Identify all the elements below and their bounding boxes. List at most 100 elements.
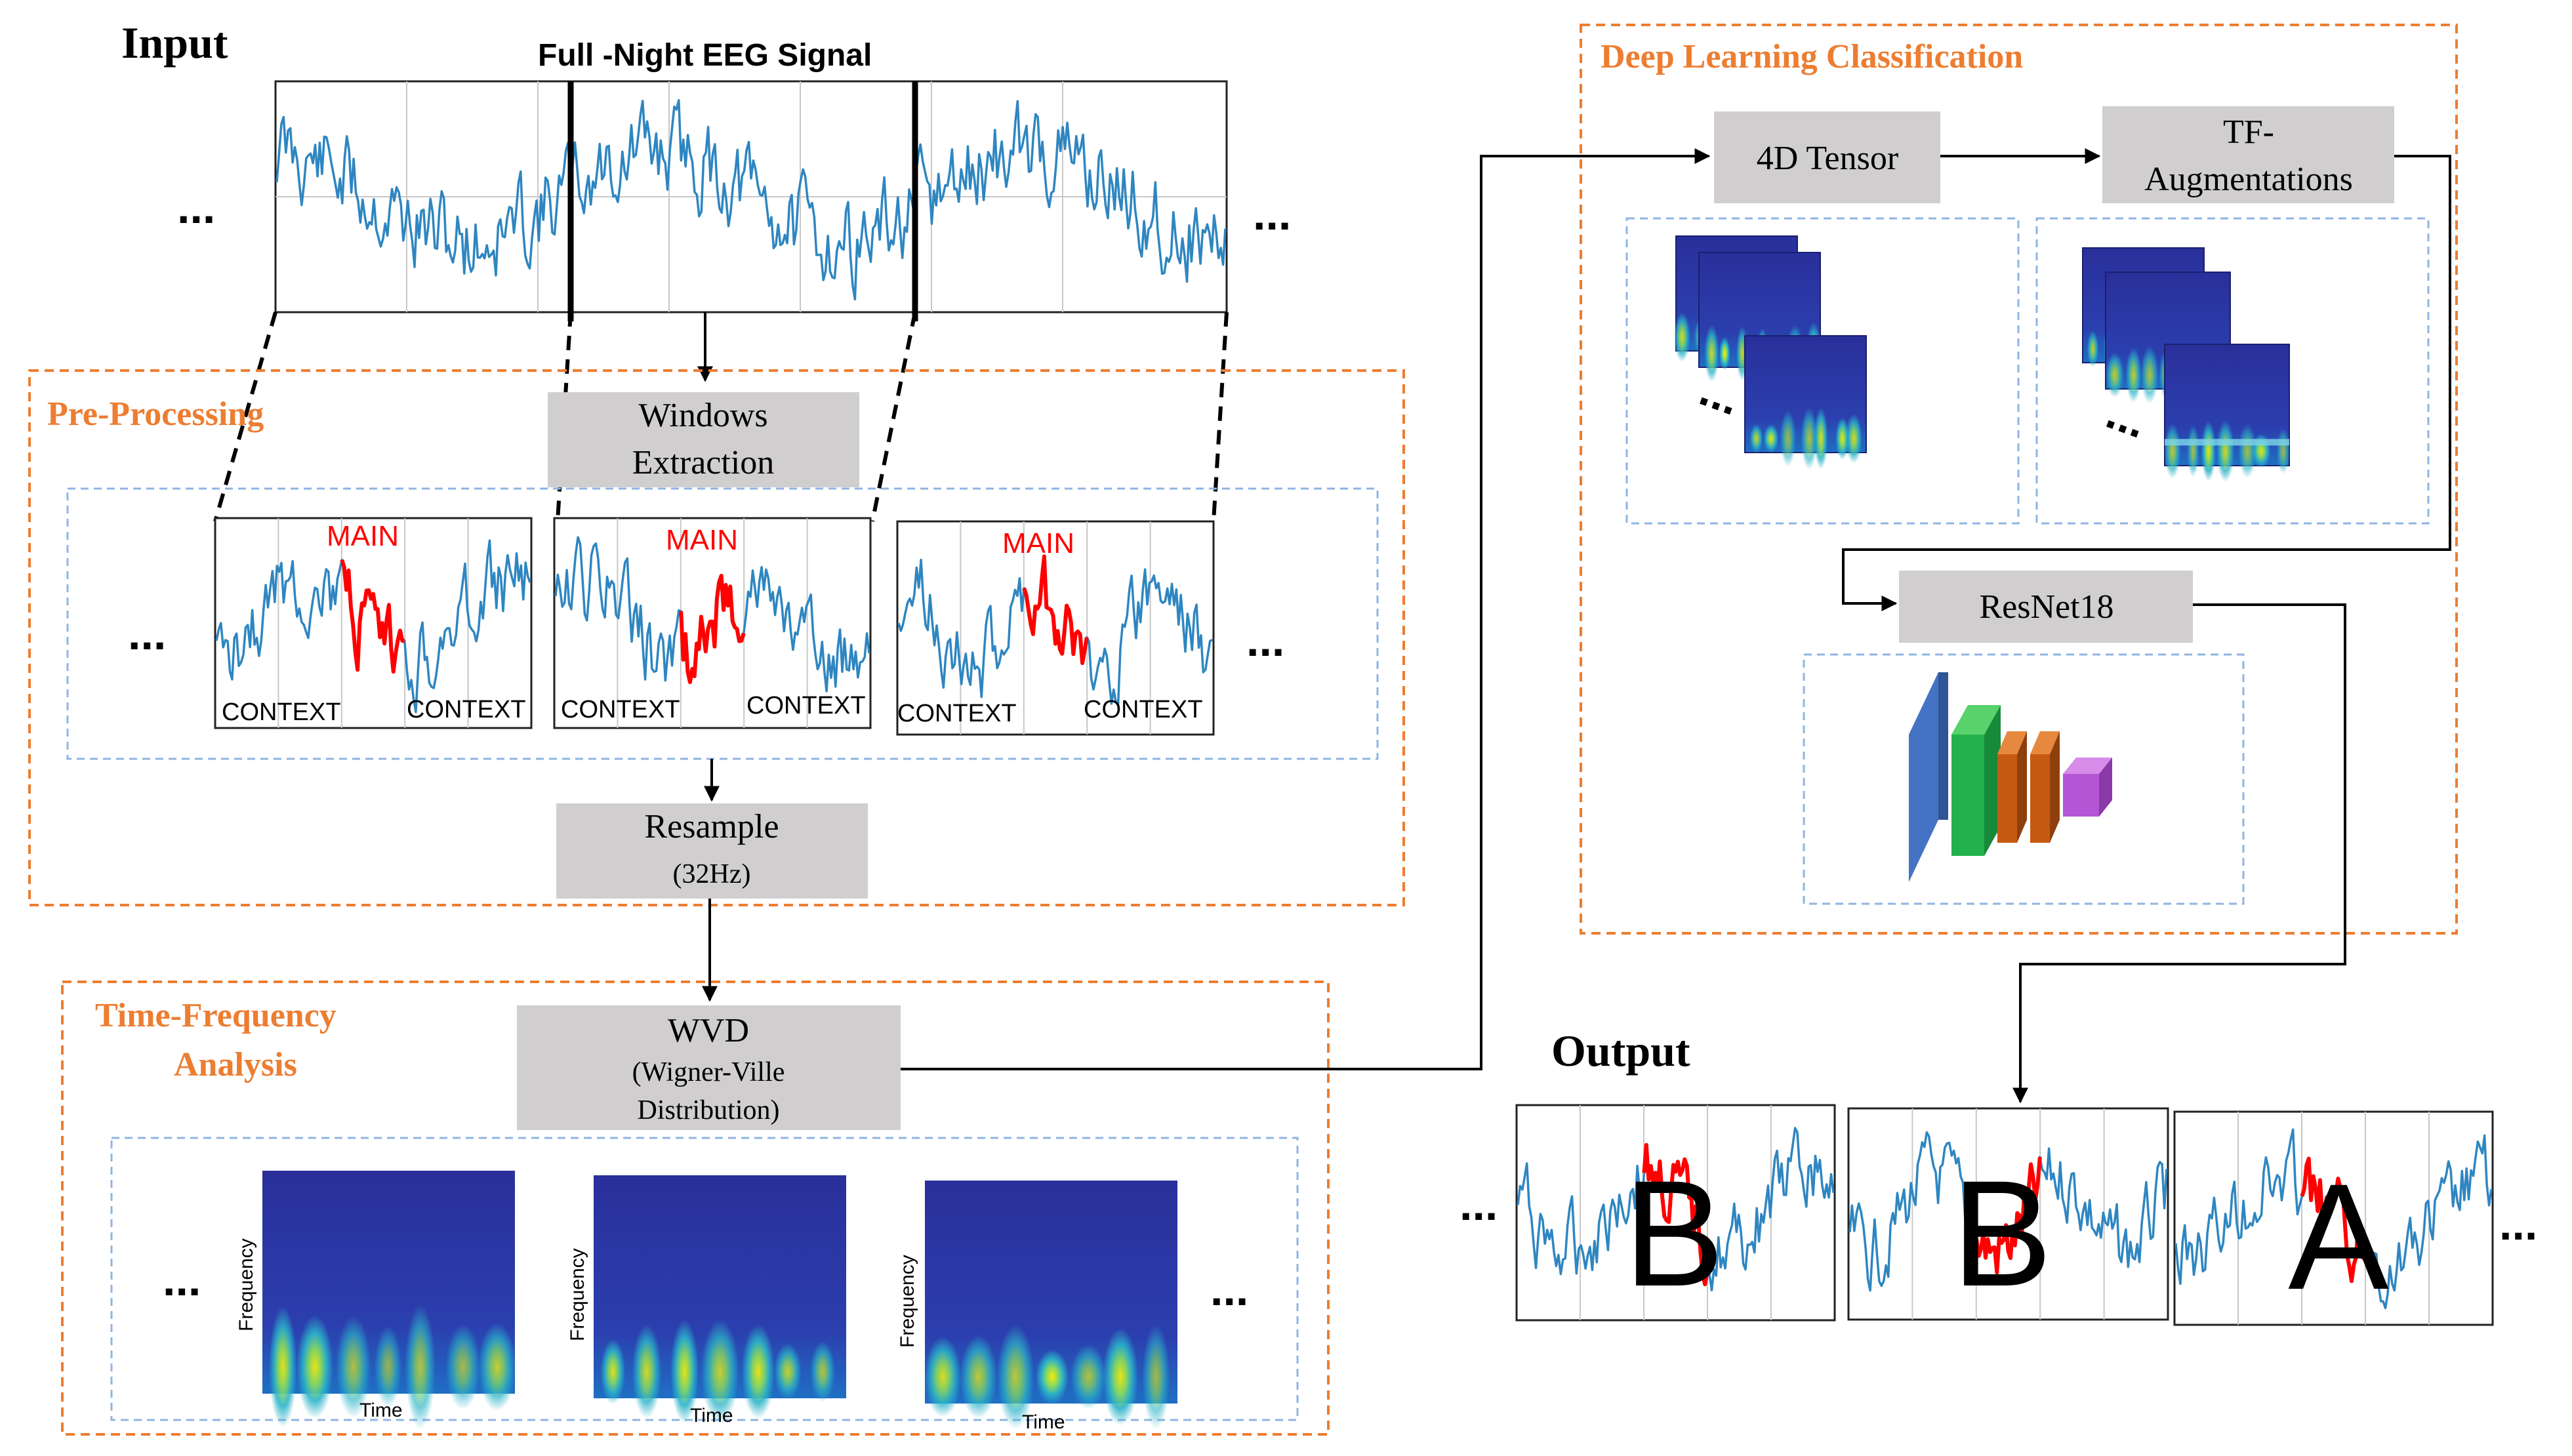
spectral-hotspot [773, 1343, 802, 1400]
tensor-stack: ... [1674, 235, 1867, 470]
spectral-hotspot [2164, 423, 2181, 479]
output-main-trace [2300, 1156, 2367, 1284]
spectral-hotspot [810, 1341, 836, 1402]
spectral-energy [269, 1304, 516, 1430]
spectral-hotspot [1749, 424, 1763, 453]
windows-container [66, 487, 1379, 760]
wvd-line2: (Wigner-Ville [632, 1057, 785, 1087]
tensor-bg [1714, 111, 1940, 203]
resnet-block-purple-side [2099, 758, 2112, 817]
resnet-block-green [1951, 735, 1984, 856]
spec-ellipsis-left: ... [163, 1254, 201, 1305]
windows-line2: Extraction [632, 444, 775, 481]
spectral-hotspot [1763, 424, 1779, 453]
resample-box: Resample (32Hz) [556, 803, 868, 899]
spectral-hotspot [2087, 331, 2099, 367]
tf-title-line1: Time-Frequency [95, 997, 337, 1034]
zoom-line [870, 312, 917, 522]
augment-bg [2102, 106, 2394, 203]
frequency-axis-label: Frequency [567, 1248, 588, 1341]
preprocessing-title: Pre-Processing [47, 395, 264, 433]
time-axis-label: Time [690, 1405, 733, 1426]
spec-ellipsis-right: ... [1210, 1264, 1248, 1315]
tensor-box: 4D Tensor [1714, 111, 1940, 203]
input-title: Input [121, 18, 228, 68]
input-ellipsis-left: ... [177, 182, 215, 233]
spectrogram-card [1744, 335, 1867, 470]
main-trace [1022, 554, 1089, 665]
spectral-hotspot [997, 1324, 1034, 1430]
wvd-bg [517, 1005, 901, 1130]
resnet-box: ResNet18 [1899, 571, 2193, 643]
preprocessing-section [28, 369, 1405, 906]
window-plot-2: MAIN CONTEXT CONTEXT [553, 517, 872, 729]
resnet-architecture-icon [1909, 672, 2112, 882]
spectrogram-2: Frequency Time [567, 1175, 846, 1426]
resnet-block-orange-side [2017, 731, 2027, 843]
spectral-hotspot [2106, 352, 2124, 397]
wvd-line1: WVD [668, 1012, 749, 1049]
resample-line1: Resample [644, 808, 779, 845]
arrow-to-4d-tensor [901, 148, 1711, 1070]
spectrogram-3: Frequency Time [897, 1181, 1177, 1433]
spectral-hotspot [670, 1320, 699, 1424]
spectral-hotspot [960, 1335, 998, 1419]
spectral-energy [600, 1319, 836, 1424]
zoom-line [1212, 312, 1229, 522]
resnet-block-orange-side [2050, 731, 2060, 843]
resnet-block-blue-side [1938, 672, 1948, 820]
dl-title: Deep Learning Classification [1601, 38, 2023, 75]
spectral-hotspot [701, 1319, 739, 1424]
spectral-hotspot [2201, 420, 2216, 481]
wvd-line3: Distribution) [638, 1095, 780, 1125]
output-main-trace [1974, 1156, 2042, 1275]
windows-line1: Windows [638, 397, 767, 434]
spectral-hotspot [1814, 407, 1828, 470]
resnet-block-orange [2030, 754, 2050, 843]
tensor-label: 4D Tensor [1757, 140, 1898, 177]
time-axis-label: Time [359, 1400, 403, 1421]
spectral-hotspot [445, 1324, 481, 1410]
augmented-stack: ... [2082, 247, 2290, 482]
spectral-hotspot [2125, 347, 2142, 403]
arrow-to-resnet [1842, 155, 2451, 611]
time-axis-label: Time [1022, 1411, 1065, 1433]
resnet-block-purple [2063, 774, 2099, 817]
deep-learning-section [1580, 24, 2458, 935]
main-trace [679, 573, 746, 685]
augment-line2: Augmentations [2144, 161, 2353, 198]
window-plot-3: MAIN CONTEXT CONTEXT [896, 520, 1215, 736]
output-class-label: B [1623, 1149, 1724, 1318]
spectral-hotspot [1070, 1344, 1107, 1409]
spectral-hotspot [374, 1325, 402, 1409]
spectral-hotspot [1035, 1349, 1069, 1404]
output-window-1: B [1515, 1104, 1836, 1322]
zoom-line [213, 312, 277, 522]
eeg-trace [276, 99, 1227, 301]
augment-line1: TF- [2223, 113, 2274, 151]
windows-ellipsis-left: ... [128, 608, 166, 659]
context-label-left: CONTEXT [561, 696, 680, 723]
output-class-label: B [1951, 1149, 2052, 1318]
spectral-hotspot [1835, 417, 1850, 460]
spectral-hotspot [405, 1304, 436, 1430]
resnet-block-purple-top [2063, 758, 2112, 774]
arrow-to-output [2012, 603, 2346, 1104]
main-label: MAIN [1002, 527, 1074, 559]
context-label-left: CONTEXT [897, 700, 1017, 727]
spectral-hotspot [2276, 428, 2290, 474]
spectral-hotspot [478, 1322, 516, 1411]
output-ellipsis-right: ... [2499, 1198, 2537, 1249]
window-plot-1: MAIN CONTEXT CONTEXT [214, 517, 533, 729]
tf-title-line2: Analysis [174, 1046, 297, 1083]
window-grid [960, 521, 1151, 735]
resnet-block-blue [1909, 672, 1938, 882]
spectral-energy [924, 1324, 1170, 1430]
output-window-2: B [1847, 1107, 2169, 1321]
spectral-hotspot [1719, 336, 1730, 371]
spectral-hotspot [1704, 325, 1719, 382]
main-trace [340, 559, 405, 674]
spectrogram-card [2164, 344, 2290, 482]
resnet-label: ResNet18 [1979, 588, 2113, 626]
